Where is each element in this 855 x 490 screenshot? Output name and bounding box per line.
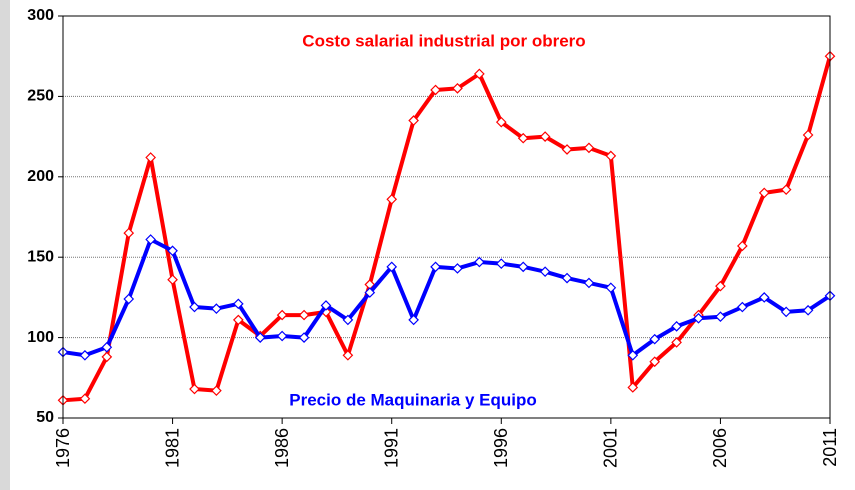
marker bbox=[561, 272, 573, 284]
marker bbox=[474, 68, 485, 80]
marker bbox=[649, 333, 661, 345]
marker bbox=[452, 263, 463, 274]
marker bbox=[758, 187, 770, 199]
series-label: Costo salarial industrial por obrero bbox=[302, 31, 585, 50]
marker bbox=[408, 314, 419, 326]
x-tick-label: 2006 bbox=[710, 428, 730, 468]
x-tick-label: 2001 bbox=[601, 428, 621, 468]
marker bbox=[364, 287, 376, 298]
marker bbox=[101, 341, 113, 353]
marker bbox=[693, 312, 704, 324]
x-tick-label: 2011 bbox=[820, 428, 840, 467]
marker bbox=[517, 132, 529, 144]
side-strip bbox=[0, 0, 10, 490]
y-tick-label: 50 bbox=[36, 409, 54, 426]
marker bbox=[123, 227, 135, 239]
marker bbox=[758, 292, 770, 303]
y-tick-label: 150 bbox=[27, 248, 54, 265]
y-tick-label: 250 bbox=[27, 88, 54, 105]
marker bbox=[583, 142, 595, 154]
marker bbox=[627, 382, 639, 393]
marker bbox=[276, 330, 288, 342]
plot-frame bbox=[62, 15, 831, 419]
marker bbox=[561, 144, 573, 155]
marker bbox=[671, 337, 682, 348]
x-tick-label: 1976 bbox=[53, 428, 73, 468]
marker bbox=[539, 131, 551, 142]
marker bbox=[189, 301, 200, 313]
marker bbox=[298, 332, 310, 343]
series-label: Precio de Maquinaria y Equipo bbox=[289, 390, 537, 409]
marker bbox=[715, 311, 726, 323]
y-tick-label: 300 bbox=[27, 7, 54, 24]
y-tick-label: 200 bbox=[27, 168, 54, 185]
marker bbox=[386, 261, 398, 273]
marker bbox=[780, 184, 792, 196]
marker bbox=[298, 309, 310, 321]
marker bbox=[802, 304, 814, 316]
marker bbox=[101, 351, 113, 363]
marker bbox=[605, 150, 617, 162]
marker bbox=[342, 349, 354, 361]
marker bbox=[79, 349, 91, 361]
marker bbox=[583, 277, 595, 289]
marker bbox=[474, 256, 485, 268]
marker bbox=[167, 274, 178, 286]
x-tick-label: 1996 bbox=[491, 428, 511, 468]
marker bbox=[254, 332, 266, 343]
marker bbox=[145, 234, 157, 245]
x-tick-label: 1981 bbox=[162, 428, 182, 468]
marker bbox=[211, 385, 222, 397]
marker bbox=[649, 356, 661, 368]
x-tick-label: 1986 bbox=[272, 428, 292, 468]
marker bbox=[495, 116, 507, 128]
marker bbox=[430, 261, 441, 273]
marker bbox=[79, 393, 91, 405]
marker bbox=[495, 258, 507, 269]
marker bbox=[211, 303, 222, 315]
marker bbox=[320, 300, 332, 311]
marker bbox=[276, 309, 288, 321]
marker bbox=[408, 115, 419, 126]
marker bbox=[517, 261, 529, 273]
marker bbox=[232, 314, 244, 326]
marker bbox=[430, 84, 441, 96]
marker bbox=[715, 280, 726, 292]
marker bbox=[232, 298, 244, 310]
marker bbox=[736, 240, 748, 252]
line bbox=[62, 55, 832, 403]
marker bbox=[605, 282, 617, 294]
marker bbox=[189, 383, 200, 395]
marker bbox=[627, 349, 639, 361]
marker bbox=[539, 266, 551, 278]
marker bbox=[736, 301, 748, 313]
x-tick-label: 1991 bbox=[381, 428, 401, 468]
marker bbox=[780, 306, 792, 318]
marker bbox=[123, 293, 135, 305]
marker bbox=[802, 129, 814, 141]
marker bbox=[671, 320, 682, 332]
marker bbox=[145, 152, 157, 163]
marker bbox=[386, 193, 398, 205]
marker bbox=[452, 83, 463, 94]
marker bbox=[167, 245, 178, 257]
marker bbox=[342, 314, 354, 326]
y-tick-label: 100 bbox=[27, 329, 54, 346]
